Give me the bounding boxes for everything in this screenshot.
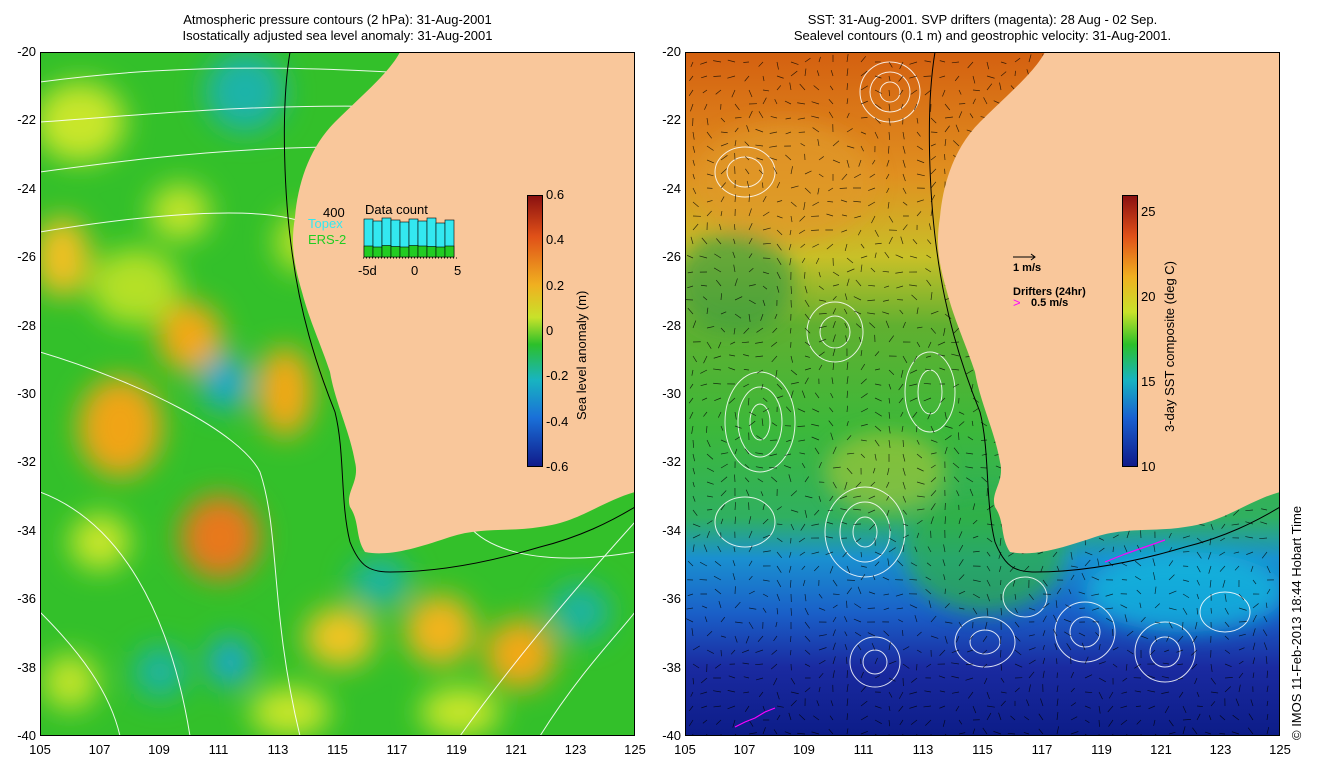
drifter-track-1 (734, 707, 776, 728)
left-lat-tick: -40 (17, 728, 36, 743)
drifters-speed: 0.5 m/s (1031, 297, 1068, 309)
right-lon-tick: 119 (1091, 742, 1112, 757)
left-lat-tick: -30 (17, 386, 36, 401)
left-colorbar-tick: 0.2 (546, 277, 565, 293)
left-lon-tick: 123 (564, 742, 587, 757)
land-mass-right (935, 52, 1280, 554)
right-lon-tick: 111 (853, 742, 874, 757)
inset-count-label: 400 (323, 205, 345, 220)
inset-xtick-0: -5d (358, 263, 377, 278)
drifters-title: Drifters (24hr) (1013, 286, 1086, 298)
left-lon-tick: 109 (148, 742, 170, 757)
right-colorbar (1122, 195, 1138, 467)
ers2-count-bar (435, 246, 446, 258)
left-lat-tick: -28 (17, 317, 36, 333)
right-lat-tick: -36 (662, 591, 681, 607)
left-colorbar-tick: 0.6 (546, 187, 565, 202)
drifter-track-2 (1104, 539, 1166, 563)
left-lat-tick: -26 (17, 249, 36, 265)
left-lon-tick: 115 (327, 742, 348, 757)
right-legend: 1 m/s Drifters (24hr) > 0.5 m/s (1013, 253, 1086, 310)
right-colorbar-tick: 15 (1141, 374, 1156, 389)
right-lat-tick: -26 (662, 249, 681, 265)
left-lat-tick: -34 (17, 522, 36, 538)
right-lon-tick: 125 (1269, 742, 1291, 757)
left-colorbar-tick: -0.4 (546, 413, 569, 429)
right-lat-tick: -30 (662, 386, 681, 401)
coastline-right (928, 52, 1280, 573)
sea-level-contours (714, 61, 1251, 688)
ers2-count-bar (372, 246, 383, 258)
inset-title: Data count (365, 202, 428, 217)
right-lat-tick: -32 (662, 454, 681, 470)
sea-level-anomaly-field (40, 52, 610, 736)
ers2-count-bar (381, 245, 392, 258)
left-lat-tick: -32 (17, 454, 36, 470)
right-map: 1 m/s Drifters (24hr) > 0.5 m/s (685, 52, 1280, 736)
right-colorbar-tick: 10 (1141, 459, 1156, 474)
left-lat-tick: -36 (17, 591, 36, 607)
inset-bars (363, 217, 455, 258)
ers2-count-bar (408, 245, 419, 258)
right-lon-tick: 115 (972, 742, 993, 757)
right-lon-tick: 121 (1150, 742, 1172, 757)
inset-series-topex: Topex (308, 216, 343, 231)
right-lat-tick: -24 (662, 180, 681, 196)
left-colorbar-tick: -0.2 (546, 368, 569, 384)
left-lon-tick: 107 (88, 742, 111, 757)
right-lat-tick: -34 (662, 522, 681, 538)
right-lon-tick: 105 (674, 742, 696, 757)
right-lon-tick: 107 (733, 742, 756, 757)
right-lon-tick: 113 (912, 742, 934, 757)
right-lon-tick: 117 (1031, 742, 1053, 757)
velocity-scale-label: 1 m/s (1013, 262, 1041, 274)
ers2-count-bar (390, 246, 401, 258)
ers2-count-bar (444, 245, 455, 258)
left-lon-tick: 105 (29, 742, 51, 757)
land-mass (290, 52, 635, 554)
left-colorbar (527, 195, 543, 467)
left-inset-data-count: Data count 400 Topex ERS-2 -5d 0 5 (308, 202, 461, 278)
left-lon-tick: 111 (208, 742, 229, 757)
left-title-line2: Isostatically adjusted sea level anomaly… (182, 28, 493, 43)
right-lat-tick: -40 (662, 728, 681, 743)
ers2-count-bar (417, 245, 428, 258)
inset-series-ers2: ERS-2 (308, 232, 346, 247)
left-lon-tick: 113 (267, 742, 289, 757)
left-title-line1: Atmospheric pressure contours (2 hPa): 3… (183, 12, 492, 27)
left-lon-tick: 117 (386, 742, 408, 757)
ers2-count-bar (426, 246, 437, 258)
ers2-count-bar (399, 246, 410, 258)
left-lat-tick: -20 (17, 44, 36, 59)
right-lat-tick: -38 (662, 659, 681, 675)
left-lon-tick: 121 (505, 742, 527, 757)
right-title-line2: Sealevel contours (0.1 m) and geostrophi… (793, 28, 1172, 43)
right-lat-tick: -28 (662, 317, 681, 333)
coastline (283, 52, 635, 573)
ers2-count-bar (363, 245, 374, 258)
left-colorbar-tick: 0.4 (546, 232, 565, 248)
right-lat-tick: -20 (662, 44, 681, 59)
right-lon-tick: 109 (793, 742, 815, 757)
left-lat-tick: -22 (17, 112, 36, 128)
left-colorbar-tick: -0.6 (546, 459, 569, 474)
left-lon-tick: 119 (446, 742, 467, 757)
left-lon-tick: 125 (624, 742, 646, 757)
right-colorbar-label: 3-day SST composite (deg C) (1162, 261, 1177, 432)
left-lat-tick: -24 (17, 180, 36, 196)
right-lon-tick: 123 (1209, 742, 1232, 757)
inset-xtick-2: 5 (454, 263, 461, 278)
inset-xtick-1: 0 (411, 263, 418, 278)
left-colorbar-label: Sea level anomaly (m) (574, 290, 589, 420)
right-lat-tick: -22 (662, 112, 681, 128)
left-colorbar-tick: 0 (546, 323, 554, 338)
left-lat-tick: -38 (17, 659, 36, 675)
right-colorbar-tick: 25 (1141, 204, 1156, 219)
credit-text: © IMOS 11-Feb-2013 18:44 Hobart Time (1289, 505, 1304, 740)
drifters-arrow-icon: > (1013, 295, 1021, 310)
right-colorbar-tick: 20 (1141, 289, 1156, 304)
right-title-line1: SST: 31-Aug-2001. SVP drifters (magenta)… (807, 12, 1158, 27)
